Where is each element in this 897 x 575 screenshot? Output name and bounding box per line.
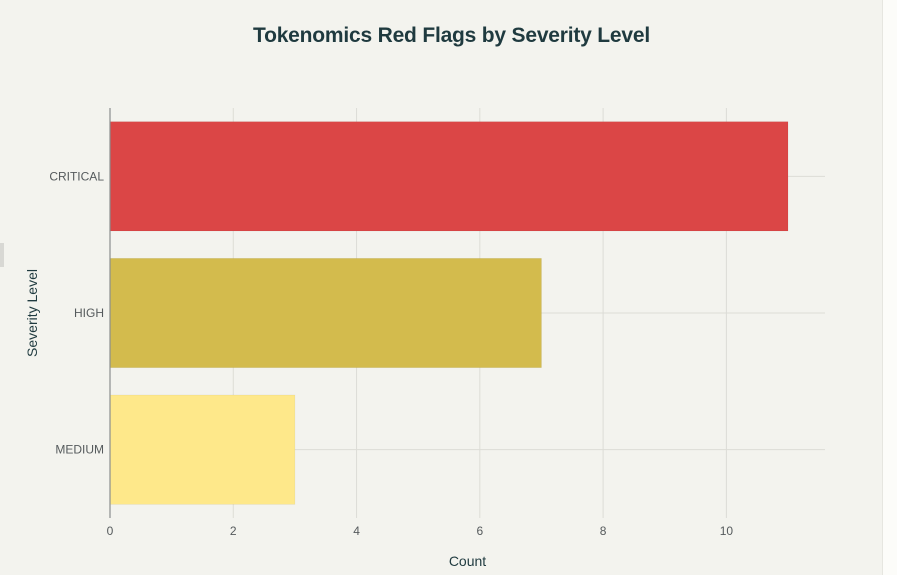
x-axis-ticks: 0 2 4 6 8 10 <box>107 524 734 538</box>
x-tick-label: 2 <box>230 524 237 538</box>
x-tick-label: 8 <box>600 524 607 538</box>
category-label: CRITICAL <box>49 169 104 183</box>
bar-medium <box>109 394 296 505</box>
x-tick-label: 4 <box>353 524 360 538</box>
window-edge-handle <box>0 243 4 267</box>
bar-critical <box>109 121 789 232</box>
x-tick-label: 6 <box>476 524 483 538</box>
bars <box>109 121 789 505</box>
category-label: MEDIUM <box>55 443 104 457</box>
x-tick-label: 10 <box>720 524 734 538</box>
category-label: HIGH <box>74 306 104 320</box>
bar-high <box>109 258 542 368</box>
y-axis-categories: CRITICAL HIGH MEDIUM <box>49 169 104 456</box>
x-axis-title: Count <box>449 553 486 569</box>
x-tick-label: 0 <box>107 524 114 538</box>
chart-title: Tokenomics Red Flags by Severity Level <box>253 24 650 47</box>
y-axis-title: Severity Level <box>24 269 40 357</box>
